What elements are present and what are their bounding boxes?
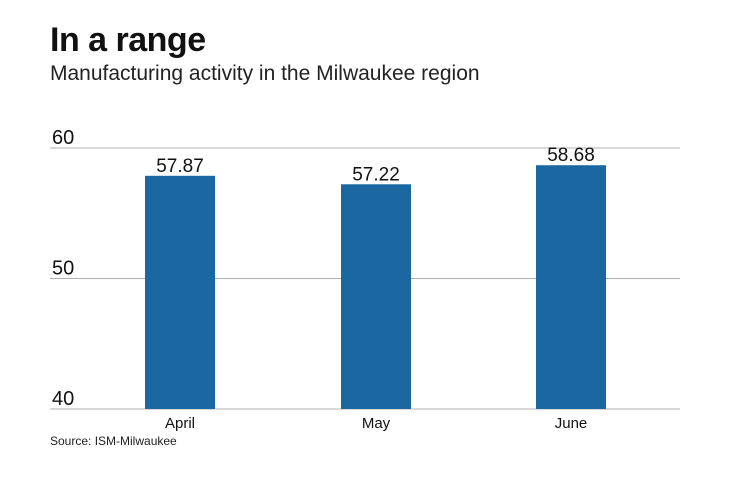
- x-axis-ticks: April May June: [165, 415, 587, 432]
- y-tick-label-60: 60: [52, 127, 74, 149]
- bars: [145, 165, 606, 409]
- y-axis-ticks: 40 50 60: [52, 127, 74, 410]
- x-tick-label-may: May: [362, 415, 391, 432]
- bar-april: [145, 175, 215, 409]
- source-note: Source: ISM-Milwaukee: [50, 434, 177, 448]
- data-labels: 57.87 57.22 58.68: [156, 145, 595, 185]
- y-tick-label-50: 50: [52, 258, 74, 280]
- bar-may: [341, 184, 411, 409]
- data-label-june: 58.68: [547, 145, 595, 166]
- data-label-may: 57.22: [352, 164, 400, 185]
- x-tick-label-june: June: [555, 415, 588, 432]
- bar-june: [536, 165, 606, 409]
- chart-title: In a range: [50, 21, 206, 59]
- y-tick-label-40: 40: [52, 388, 74, 410]
- data-label-april: 57.87: [156, 156, 204, 177]
- chart-subtitle: Manufacturing activity in the Milwaukee …: [50, 62, 480, 85]
- x-tick-label-april: April: [165, 415, 195, 432]
